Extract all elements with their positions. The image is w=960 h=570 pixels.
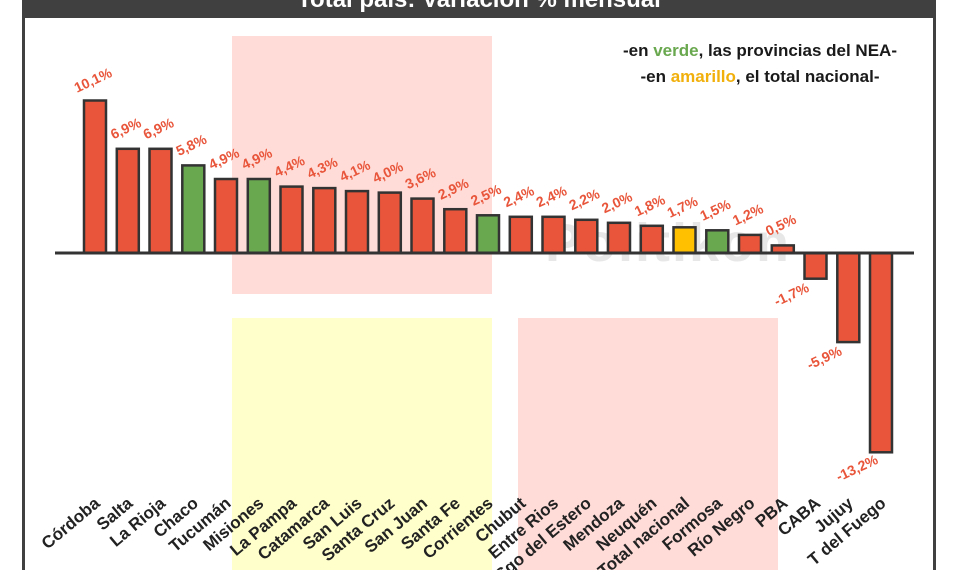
value-label: 3,6%	[403, 164, 439, 192]
value-label: 2,4%	[534, 182, 570, 210]
legend-yellow-word: amarillo	[670, 67, 736, 86]
bar-chubut	[508, 215, 534, 255]
bar-tucumán	[213, 177, 239, 255]
value-label: -13,2%	[833, 451, 880, 484]
value-label: 0,5%	[763, 211, 799, 239]
bar-sgo-del-estero	[574, 218, 599, 255]
bar-catamarca	[312, 186, 337, 255]
bar-santa-cruz	[377, 191, 403, 255]
bar-total-nacional	[672, 226, 697, 255]
value-label: 4,9%	[239, 144, 275, 172]
legend-line-nea: -en verde, las provincias del NEA-	[623, 38, 897, 64]
bar-san-juan	[410, 197, 435, 255]
value-label: 4,4%	[272, 152, 308, 180]
chart-frame: Total país: Variación % mensual Politiko…	[22, 0, 936, 570]
bar-mendoza	[606, 221, 632, 255]
bar-neuquén	[639, 224, 665, 255]
legend-text: -en	[622, 41, 654, 60]
value-label: 4,9%	[206, 144, 242, 172]
bar-entre-rios	[541, 215, 566, 255]
value-label: 4,3%	[304, 153, 340, 181]
bar-t-del-fuego	[868, 251, 894, 454]
background-block-pink-bottom	[518, 318, 778, 570]
value-label: 2,0%	[599, 188, 635, 216]
bar-la-pampa	[279, 185, 304, 255]
bar-la-rioja	[148, 147, 173, 255]
bar-san-luis	[344, 189, 370, 255]
category-label: Córdoba	[38, 493, 104, 553]
legend-text: , el total nacional-	[735, 67, 880, 86]
bar-córdoba	[82, 99, 108, 255]
bar-río-negro	[737, 233, 763, 255]
legend-text: , las provincias del NEA-	[698, 41, 897, 60]
bar-santa-fe	[443, 207, 468, 255]
bar-salta	[115, 147, 141, 255]
value-label: 1,8%	[632, 191, 668, 219]
chart-title: Total país: Variación % mensual	[25, 0, 933, 18]
value-label: -1,7%	[771, 279, 811, 309]
value-label: 6,9%	[108, 114, 144, 142]
value-label: 5,8%	[173, 131, 209, 159]
value-label: 2,4%	[501, 182, 537, 210]
legend: -en verde, las provincias del NEA- -en a…	[623, 38, 897, 90]
background-block-yellow	[232, 318, 492, 570]
bar-jujuy	[836, 251, 861, 344]
value-label: 4,1%	[337, 156, 373, 184]
value-label: 10,1%	[72, 64, 115, 96]
value-label: 1,2%	[730, 200, 766, 228]
value-label: 2,5%	[468, 181, 504, 209]
legend-line-national: -en amarillo, el total nacional-	[623, 64, 897, 90]
bar-corrientes	[475, 214, 501, 255]
bar-formosa	[705, 229, 730, 255]
value-label: 1,7%	[665, 193, 701, 221]
value-label: 2,9%	[435, 174, 471, 202]
value-label: 1,5%	[697, 196, 733, 224]
value-label: -5,9%	[804, 342, 844, 372]
value-label: 4,0%	[370, 158, 406, 186]
bar-misiones	[246, 177, 272, 255]
value-label: 2,2%	[566, 185, 602, 213]
legend-green-word: verde	[653, 41, 699, 60]
value-label: 6,9%	[141, 114, 177, 142]
bar-chaco	[181, 164, 206, 255]
legend-text: -en	[640, 67, 671, 86]
bar-caba	[803, 251, 828, 280]
